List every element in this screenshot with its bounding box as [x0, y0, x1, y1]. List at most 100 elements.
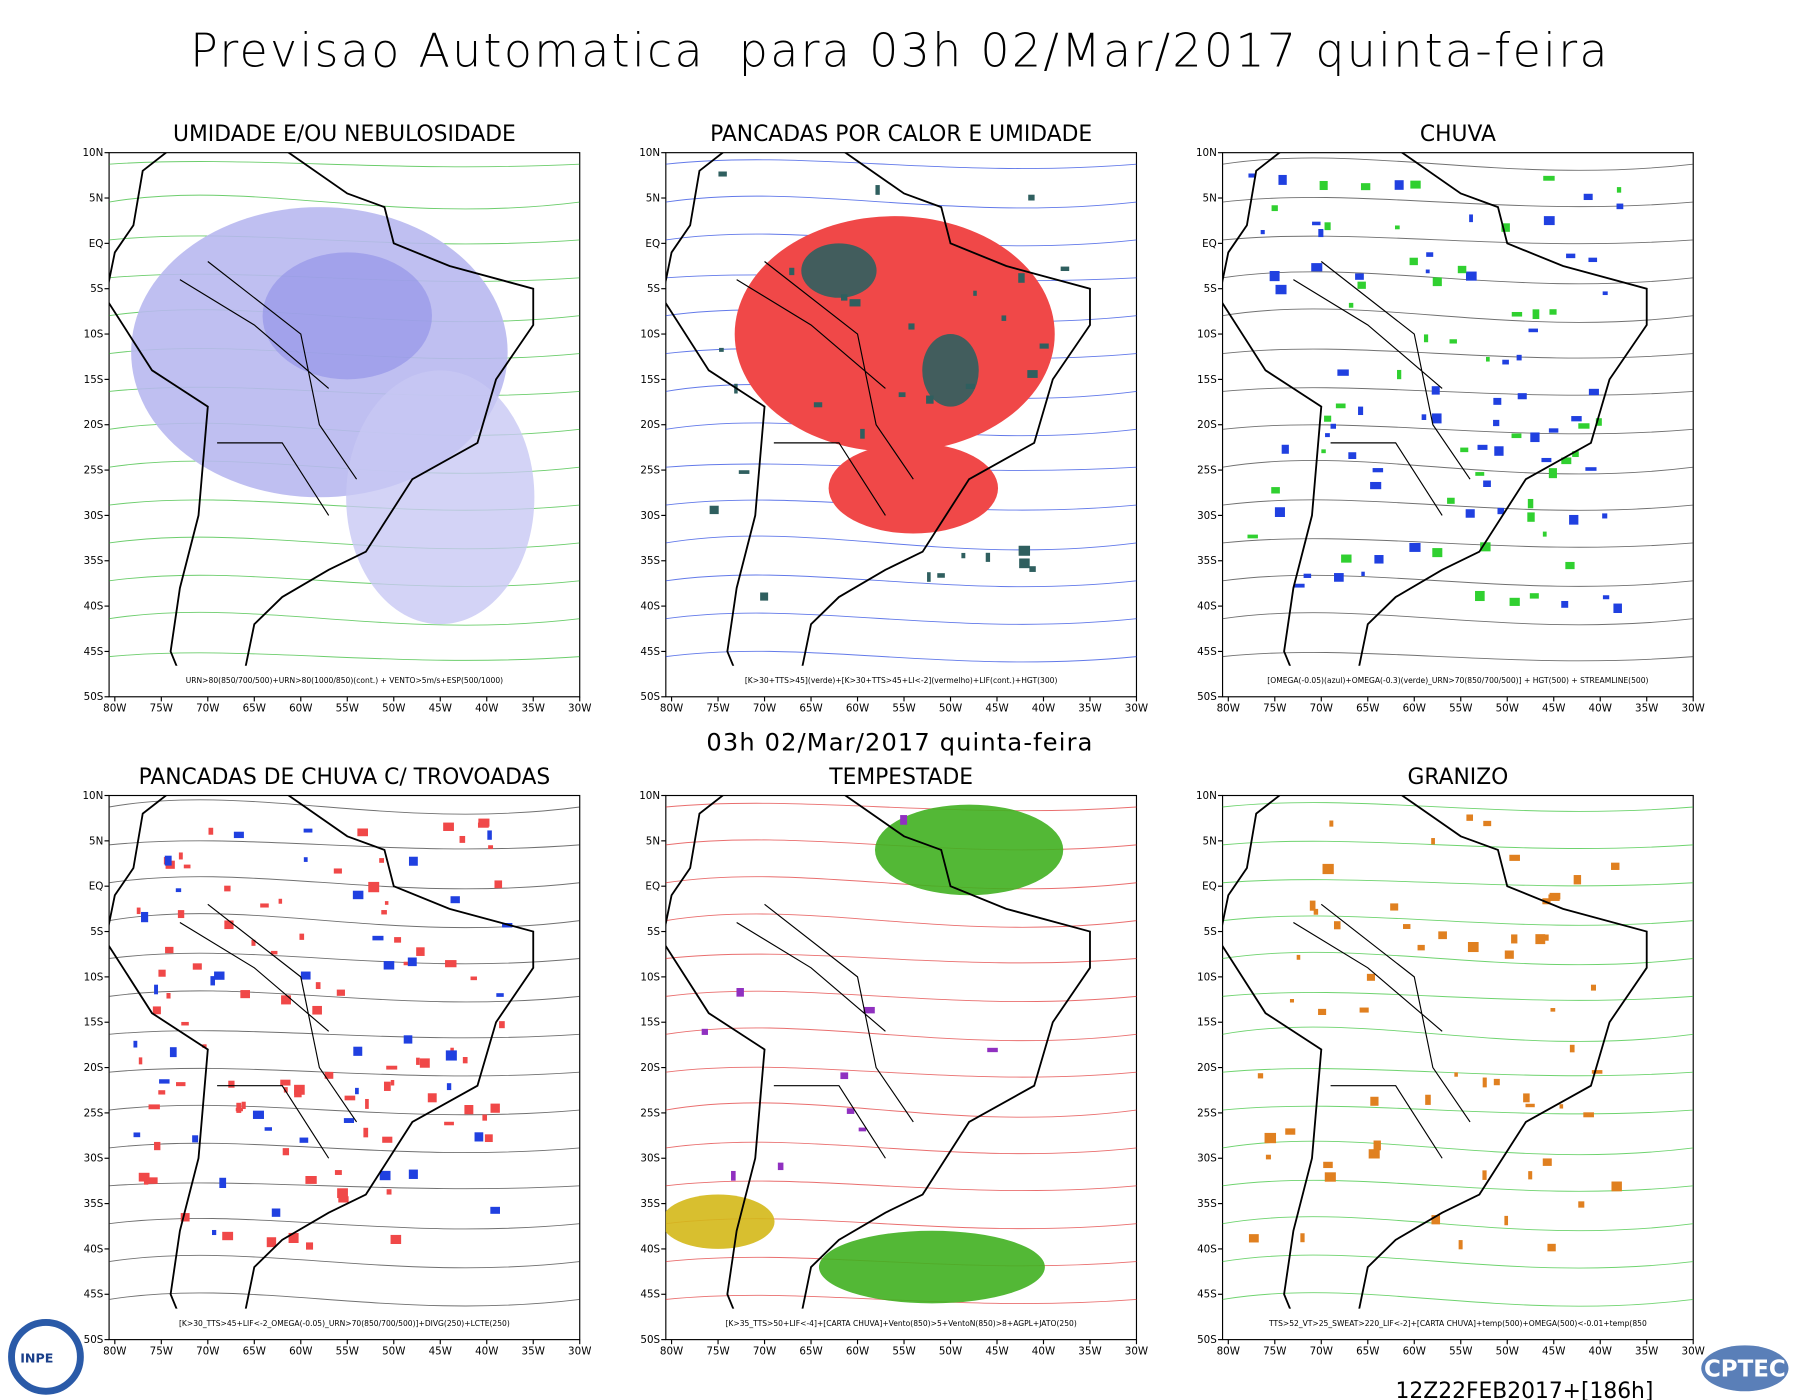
x-tick-label: 50W	[382, 703, 405, 715]
shaded-spot	[1431, 838, 1435, 845]
x-tick-label: 80W	[1217, 703, 1240, 715]
inpe-logo: INPE	[8, 1318, 84, 1395]
shaded-spot	[987, 1047, 998, 1053]
y-tick-label: 10N	[82, 790, 103, 802]
y-tick-label: 40S	[1197, 1243, 1217, 1255]
panel-title: GRANIZO	[1407, 765, 1508, 790]
shaded-spot	[382, 1136, 393, 1143]
x-tick-label: 80W	[1217, 1346, 1240, 1358]
shaded-spot	[1027, 370, 1038, 378]
shaded-spot	[1397, 369, 1402, 380]
streamline	[1222, 308, 1694, 323]
y-tick-label: 45S	[84, 1289, 104, 1301]
shaded-spot	[1482, 1077, 1487, 1088]
shaded-spot	[252, 1110, 264, 1119]
x-tick-label: 55W	[1449, 1346, 1472, 1358]
shaded-spot	[1359, 1007, 1369, 1013]
y-tick-label: EQ	[645, 881, 660, 893]
shaded-spot	[1431, 413, 1442, 424]
y-tick-label: 40S	[1197, 601, 1217, 613]
x-tick-label: 45W	[1542, 703, 1565, 715]
shaded-spot	[1547, 1243, 1556, 1252]
shaded-spot	[384, 901, 389, 905]
streamline	[109, 990, 580, 1003]
y-tick-label: 50S	[84, 691, 104, 703]
streamline	[109, 799, 580, 815]
y-tick-label: 35S	[640, 1198, 660, 1210]
shaded-spot	[736, 988, 744, 997]
shaded-spot	[1322, 863, 1334, 875]
shaded-spot	[1550, 1008, 1556, 1012]
shaded-spot	[1483, 480, 1491, 487]
shaded-spot	[1366, 973, 1375, 981]
x-tick-label: 60W	[289, 703, 312, 715]
x-tick-label: 40W	[1032, 703, 1055, 715]
shaded-spot	[1504, 950, 1514, 959]
shaded-spot	[1504, 1215, 1509, 1226]
x-tick-label: 60W	[846, 1346, 869, 1358]
shaded-spot	[260, 903, 269, 908]
streamline	[1222, 1105, 1694, 1115]
shaded-spot	[1525, 1103, 1535, 1108]
borders	[736, 261, 914, 516]
shaded-spot	[1572, 451, 1579, 458]
shaded-spot	[1535, 934, 1546, 945]
x-tick-label: 35W	[1635, 703, 1658, 715]
shaded-spot	[158, 1090, 166, 1095]
shaded-spot	[1324, 1172, 1336, 1182]
y-tick-label: 30S	[640, 1153, 660, 1165]
shaded-spot	[1394, 180, 1404, 190]
shaded-spot	[266, 1237, 277, 1248]
shaded-spot	[283, 1087, 288, 1093]
shaded-spot	[365, 1098, 369, 1109]
y-tick-label: 5N	[89, 835, 103, 847]
shaded-spot	[1275, 284, 1287, 295]
x-tick-label: 45W	[429, 703, 452, 715]
shaded-spot	[477, 822, 489, 828]
shaded-spot	[264, 1127, 272, 1131]
y-tick-label: 10N	[82, 147, 103, 159]
shaded-spot	[363, 1127, 369, 1138]
panel-title: PANCADAS POR CALOR E UMIDADE	[710, 122, 1092, 147]
shaded-spot	[846, 1108, 855, 1114]
y-tick-label: 20S	[640, 419, 660, 431]
shaded-spot	[1370, 481, 1382, 490]
coastline	[665, 152, 1091, 666]
shaded-spot	[1469, 214, 1473, 223]
shaded-spot	[306, 1242, 314, 1250]
map-content	[109, 795, 580, 1309]
shaded-spot	[138, 1057, 143, 1065]
y-tick-label: 10S	[84, 971, 104, 983]
shaded-spot	[353, 1046, 363, 1056]
shaded-spot	[863, 1006, 875, 1014]
shaded-spot	[1265, 1154, 1271, 1160]
y-tick-label: 45S	[1197, 1289, 1217, 1301]
x-tick-label: 65W	[1356, 703, 1379, 715]
shaded-spot	[1483, 820, 1492, 827]
shaded-spot	[338, 1196, 349, 1203]
y-tick-label: 5N	[646, 192, 660, 204]
shaded-spot	[1296, 954, 1301, 960]
streamline	[1222, 387, 1694, 396]
shaded-spot	[1559, 1104, 1564, 1109]
x-tick-label: 60W	[289, 1346, 312, 1358]
map-frame	[1221, 794, 1694, 1341]
streamline	[1222, 460, 1694, 475]
y-tick-label: 25S	[84, 465, 104, 477]
panel-caption: [K>30+TTS>45](verde)+[K>30+TTS>45+LI<-2]…	[745, 676, 1058, 685]
x-tick-label: 80W	[660, 703, 683, 715]
shaded-spot	[731, 1170, 736, 1181]
shaded-spot	[1529, 593, 1539, 599]
shaded-spot	[1571, 416, 1582, 422]
y-tick-label: EQ	[89, 238, 104, 250]
shaded-spot	[1532, 309, 1540, 320]
x-tick-label: 50W	[939, 703, 962, 715]
shaded-spot	[333, 868, 342, 874]
y-tick-label: 40S	[640, 601, 660, 613]
shaded-spot	[1502, 359, 1509, 365]
y-tick-label: 10N	[1196, 147, 1217, 159]
shaded-area	[734, 216, 1055, 452]
shaded-spot	[1390, 903, 1399, 911]
shaded-spot	[1318, 1008, 1327, 1016]
y-tick-label: 25S	[1197, 465, 1217, 477]
